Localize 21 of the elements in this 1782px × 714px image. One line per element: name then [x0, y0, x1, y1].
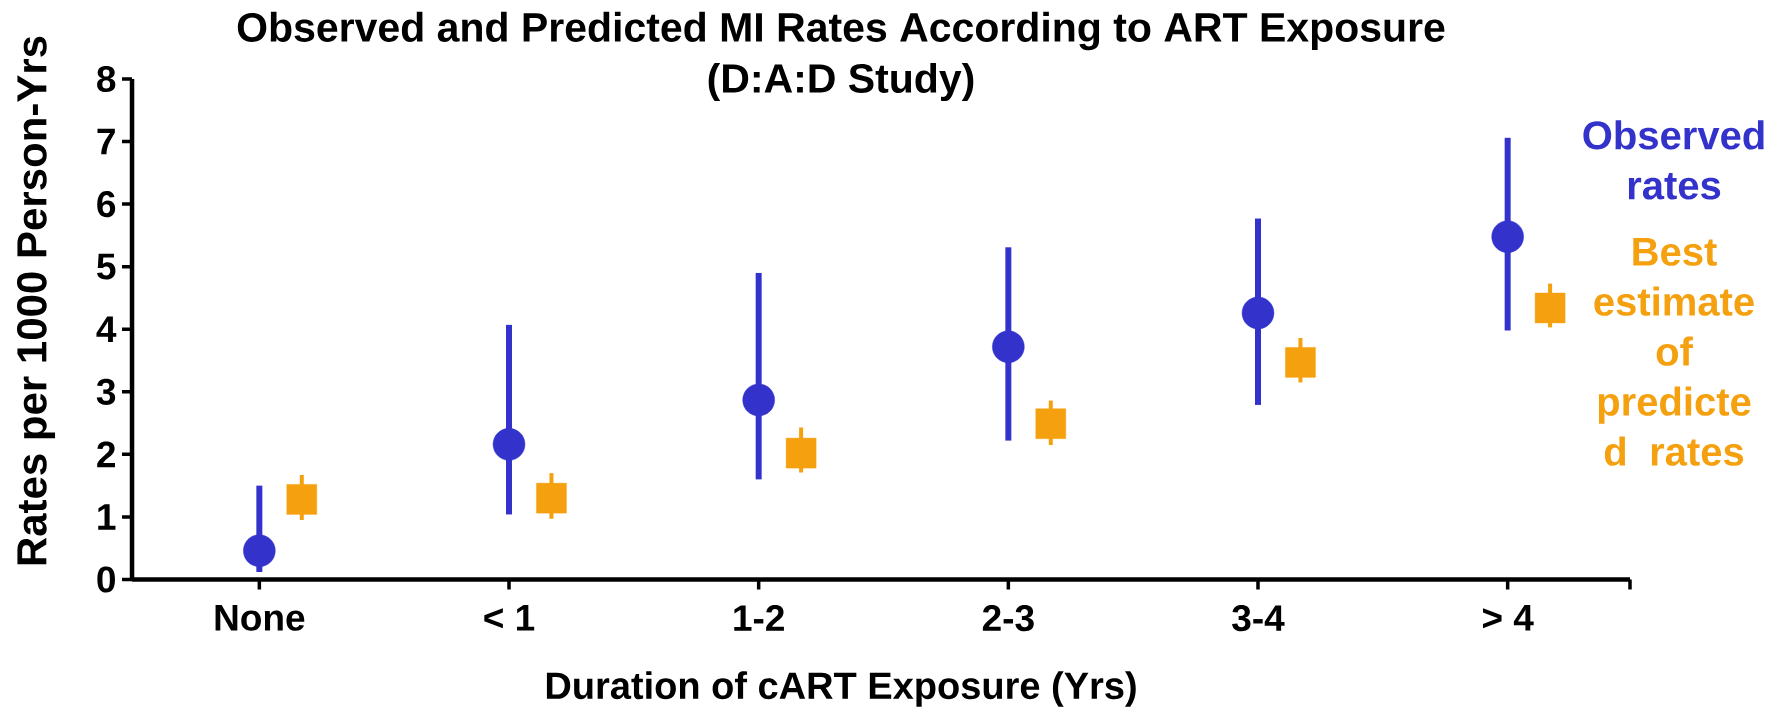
- chart-title: Observed and Predicted MI Rates According to ART Exposure: [237, 11, 1445, 51]
- x-tick-label: None: [215, 605, 305, 631]
- y-tick-label: 1: [98, 504, 116, 530]
- series-label: Best estimate of predicte d rates: [1594, 237, 1754, 466]
- x-tick-label: 2-3: [982, 605, 1034, 632]
- y-tick-label: 2: [97, 441, 116, 468]
- x-tick-label: < 1: [484, 605, 535, 631]
- x-tick-label: 3-4: [1232, 605, 1285, 632]
- y-tick-label: 3: [96, 378, 116, 405]
- y-tick-label: 4: [96, 316, 117, 342]
- y-axis-title: Rates per 1000 Person-Yrs: [16, 36, 56, 565]
- x-tick-label: > 4: [1482, 605, 1534, 631]
- chart-subtitle: (D:A:D Study): [708, 62, 974, 102]
- y-tick-label: 8: [97, 65, 116, 93]
- x-tick-label: 1-2: [734, 605, 784, 631]
- x-axis-title: Duration of cART Exposure (Yrs): [546, 671, 1136, 707]
- y-tick-label: 7: [97, 128, 115, 155]
- y-tick-label: 0: [97, 566, 115, 593]
- y-tick-label: 5: [97, 253, 116, 280]
- series-label: Observed rates: [1583, 120, 1764, 200]
- y-tick-label: 6: [97, 191, 116, 218]
